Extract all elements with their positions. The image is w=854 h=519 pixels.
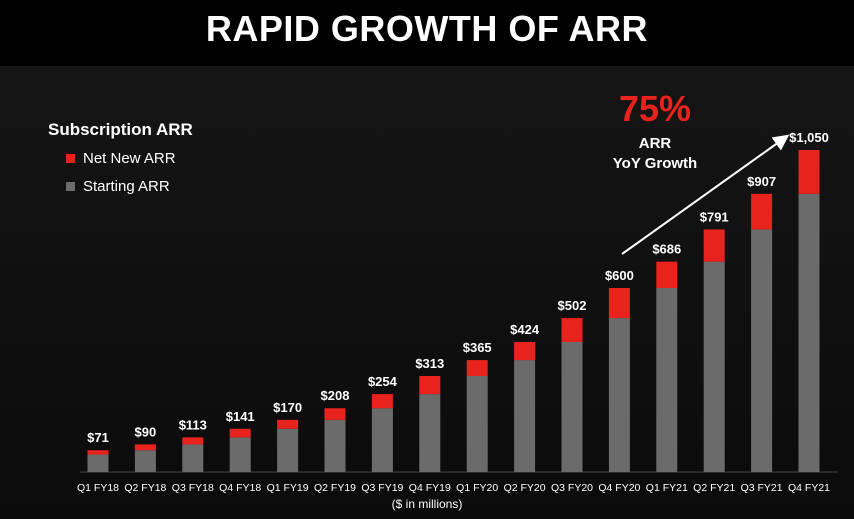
bar-starting-arr <box>703 261 725 472</box>
data-label: $907 <box>747 174 776 189</box>
x-tick-label: Q4 FY21 <box>788 482 830 494</box>
data-label: $141 <box>226 409 255 424</box>
data-label: $502 <box>558 298 587 313</box>
growth-percentage: 75% <box>618 88 692 129</box>
data-label: $791 <box>700 209 729 224</box>
bar-starting-arr <box>751 229 773 472</box>
data-label: $90 <box>135 424 157 439</box>
bar-starting-arr <box>134 450 156 472</box>
data-label: $365 <box>463 340 492 355</box>
bar-net-new-arr <box>277 419 299 429</box>
data-label: $71 <box>87 430 109 445</box>
x-tick-label: Q3 FY19 <box>361 482 403 494</box>
page-title: RAPID GROWTH OF ARR <box>205 8 649 49</box>
bar-net-new-arr <box>703 229 725 262</box>
bar-starting-arr <box>466 376 488 472</box>
x-tick-label: Q4 FY18 <box>219 482 261 494</box>
bar-starting-arr <box>656 288 678 472</box>
x-tick-label: Q2 FY19 <box>314 482 356 494</box>
bar-net-new-arr <box>798 150 820 194</box>
bar-starting-arr <box>608 318 630 472</box>
bar-starting-arr <box>87 454 109 472</box>
legend-swatch-starting <box>66 182 75 191</box>
bar-net-new-arr <box>656 261 678 288</box>
bar-starting-arr <box>229 437 251 472</box>
x-tick-label: Q1 FY19 <box>267 482 309 494</box>
bar-net-new-arr <box>371 394 393 409</box>
legend-item-starting: Starting ARR <box>66 178 170 195</box>
bar-starting-arr <box>324 419 346 472</box>
bar-starting-arr <box>514 360 536 472</box>
data-label: $1,050 <box>789 130 829 145</box>
x-tick-label: Q1 FY21 <box>646 482 688 494</box>
bar-net-new-arr <box>229 428 251 438</box>
growth-arrow <box>621 134 790 255</box>
bar-net-new-arr <box>324 408 346 420</box>
data-label: $600 <box>605 268 634 283</box>
bar-net-new-arr <box>514 341 536 361</box>
data-label: $208 <box>321 388 350 403</box>
data-label: $313 <box>415 356 444 371</box>
legend-label-starting: Starting ARR <box>83 178 170 195</box>
legend-item-net-new: Net New ARR <box>66 150 176 167</box>
growth-label-yoy: YoY Growth <box>612 155 698 172</box>
x-tick-label: Q4 FY19 <box>409 482 451 494</box>
data-label: $254 <box>368 374 398 389</box>
data-label: $686 <box>652 242 681 257</box>
data-label: $170 <box>273 400 302 415</box>
x-tick-label: Q1 FY18 <box>77 482 119 494</box>
x-tick-label: Q3 FY21 <box>741 482 783 494</box>
data-label: $424 <box>510 322 540 337</box>
bar-starting-arr <box>277 428 299 472</box>
bar-net-new-arr <box>182 437 204 445</box>
bar-net-new-arr <box>466 360 488 377</box>
bar-net-new-arr <box>419 376 441 395</box>
bar-net-new-arr <box>134 444 156 451</box>
growth-label-arr: ARR <box>638 135 672 152</box>
bar-net-new-arr <box>87 450 109 455</box>
data-label: $113 <box>179 417 207 432</box>
bar-starting-arr <box>182 444 204 472</box>
x-tick-label: Q3 FY20 <box>551 482 593 494</box>
legend-label-net-new: Net New ARR <box>83 150 176 167</box>
x-tick-label: Q1 FY20 <box>456 482 498 494</box>
bar-net-new-arr <box>561 318 583 342</box>
x-tick-label: Q4 FY20 <box>598 482 640 494</box>
bar-net-new-arr <box>608 288 630 319</box>
units-caption: ($ in millions) <box>391 497 463 511</box>
legend-swatch-net-new <box>66 154 75 163</box>
bar-starting-arr <box>798 193 820 472</box>
legend-title: Subscription ARR <box>48 120 193 139</box>
bar-starting-arr <box>371 408 393 472</box>
bar-starting-arr <box>419 394 441 472</box>
x-tick-label: Q2 FY21 <box>693 482 735 494</box>
bar-net-new-arr <box>751 193 773 230</box>
x-tick-label: Q2 FY18 <box>124 482 166 494</box>
x-tick-label: Q2 FY20 <box>504 482 546 494</box>
bar-starting-arr <box>561 341 583 472</box>
title-bar: RAPID GROWTH OF ARR <box>0 0 854 66</box>
x-tick-label: Q3 FY18 <box>172 482 214 494</box>
